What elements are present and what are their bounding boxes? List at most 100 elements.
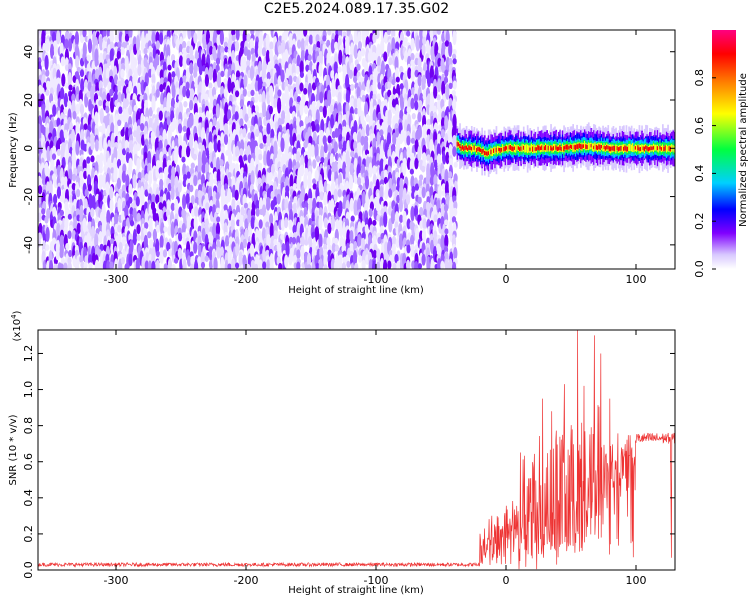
spectrogram-cell xyxy=(216,34,221,47)
spectrogram-cell xyxy=(338,263,343,269)
spectrogram-cell xyxy=(365,113,370,123)
spectrogram-cell xyxy=(319,191,324,201)
spectrogram-cell xyxy=(268,172,273,181)
spectrogram-cell xyxy=(110,34,115,42)
spectrogram-cell xyxy=(364,137,369,154)
spectrogram-cell xyxy=(72,155,77,171)
spectrogram-cell xyxy=(202,41,207,50)
spectrogram-cell xyxy=(63,129,68,140)
spectrogram-cell xyxy=(327,143,332,153)
spectrogram-cell xyxy=(318,258,323,269)
spectrogram-cell xyxy=(292,183,297,191)
spectrogram-cell xyxy=(296,249,301,259)
spectrogram-cell xyxy=(128,253,133,267)
spectrogram-cell xyxy=(361,259,366,269)
spectrogram-cell xyxy=(141,255,146,269)
spectrogram-cell xyxy=(244,218,249,230)
spectrogram-cell xyxy=(136,212,141,222)
spectrogram-cell xyxy=(159,151,164,162)
spectrogram-cell xyxy=(266,259,271,269)
spectrogram-cell xyxy=(398,198,403,212)
spectrogram-cell xyxy=(262,134,267,144)
spectrogram-cell xyxy=(342,200,347,210)
spectrogram-cell xyxy=(227,38,232,49)
spectrogram-cell xyxy=(205,224,210,235)
spectrogram-cell xyxy=(181,222,186,235)
spectrogram-cell xyxy=(376,214,381,222)
spectrogram-cell xyxy=(208,66,213,81)
spectrogram-cell xyxy=(147,260,152,269)
spectrogram-cell xyxy=(212,117,217,127)
spectrogram-cell xyxy=(329,104,334,114)
spectrogram-cell xyxy=(410,37,415,51)
spectrogram-cell xyxy=(339,236,344,248)
spectrogram-cell xyxy=(404,50,409,63)
spectrogram-cell xyxy=(219,30,224,45)
spectrogram-cell xyxy=(88,262,93,269)
spectrogram-cell xyxy=(83,198,88,212)
spectrogram-cell xyxy=(312,183,317,190)
spectrogram-cell xyxy=(362,33,367,48)
spectrogram-cell xyxy=(113,74,119,85)
spectrogram-cell xyxy=(147,150,152,167)
spectrogram-cell xyxy=(178,232,183,242)
spectrogram-cell xyxy=(262,128,268,137)
spectrogram-cell xyxy=(247,104,252,119)
spectrogram-cell xyxy=(190,54,195,62)
spectrogram-cell xyxy=(261,47,266,57)
spectrogram-cell xyxy=(247,209,252,225)
spectrogram-cell xyxy=(319,105,324,113)
spectrogram-cell xyxy=(421,253,426,266)
spectrogram-cell xyxy=(106,92,111,102)
spectrogram-cell xyxy=(166,116,171,126)
spectrogram-cell xyxy=(360,47,366,57)
spectrogram-cell xyxy=(174,257,179,264)
spectrogram-cell xyxy=(83,170,88,180)
spectrogram-cell xyxy=(259,143,264,149)
snr-y-tick-label: 0.2 xyxy=(22,525,35,543)
spectrogram-cell xyxy=(124,263,129,269)
spectrogram-cell xyxy=(92,199,97,210)
spectrogram-cell xyxy=(235,70,241,80)
spectrogram-cell xyxy=(394,253,399,264)
spectrogram-cell xyxy=(296,96,301,103)
spectrogram-cell xyxy=(299,82,304,92)
spectrogram-cell xyxy=(414,183,420,191)
spectrogram-cell xyxy=(410,87,416,97)
spectrogram-cell xyxy=(296,151,301,163)
spectrogram-cell xyxy=(83,143,88,152)
spectrogram-cell xyxy=(345,125,350,133)
spectrogram-cell xyxy=(201,163,206,174)
spectrogram-cell xyxy=(198,142,203,150)
spectrogram-cell xyxy=(114,258,119,269)
spectrogram-cell xyxy=(407,67,412,80)
spectrogram-cell xyxy=(201,53,206,69)
spectrogram-cell xyxy=(452,80,457,90)
spectrogram-cell xyxy=(189,99,194,111)
spectrogram-cell xyxy=(285,122,290,132)
spectrogram-cell xyxy=(327,30,332,36)
spectrogram-cell xyxy=(277,248,282,258)
spectrogram-cell xyxy=(216,168,221,185)
spectrogram-cell xyxy=(406,135,411,146)
spectrogram-cell xyxy=(193,241,198,254)
spectrogram-cell xyxy=(334,127,339,138)
spectrogram-cell xyxy=(354,107,359,115)
spectrogram-cell xyxy=(437,78,442,93)
spectrogram-cell xyxy=(94,216,99,223)
spectrogram-cell xyxy=(86,54,91,62)
spectrogram-cell xyxy=(307,54,312,62)
spectrogram-cell xyxy=(201,227,206,243)
spectrogram-cell xyxy=(75,140,80,156)
spectrogram-cell xyxy=(323,181,328,195)
spectrogram-cell xyxy=(193,140,198,151)
spectrogram-cell xyxy=(68,84,73,91)
spectrogram-cell xyxy=(330,114,335,129)
spectrogram-cell xyxy=(372,260,377,269)
spectrogram-cell xyxy=(414,157,419,170)
spectrogram-cell xyxy=(168,146,173,157)
spectrogram-cell xyxy=(103,196,108,203)
spectrogram-cell xyxy=(68,250,73,258)
spectrogram-cell xyxy=(235,145,240,159)
spectrogram-cell xyxy=(120,129,125,137)
